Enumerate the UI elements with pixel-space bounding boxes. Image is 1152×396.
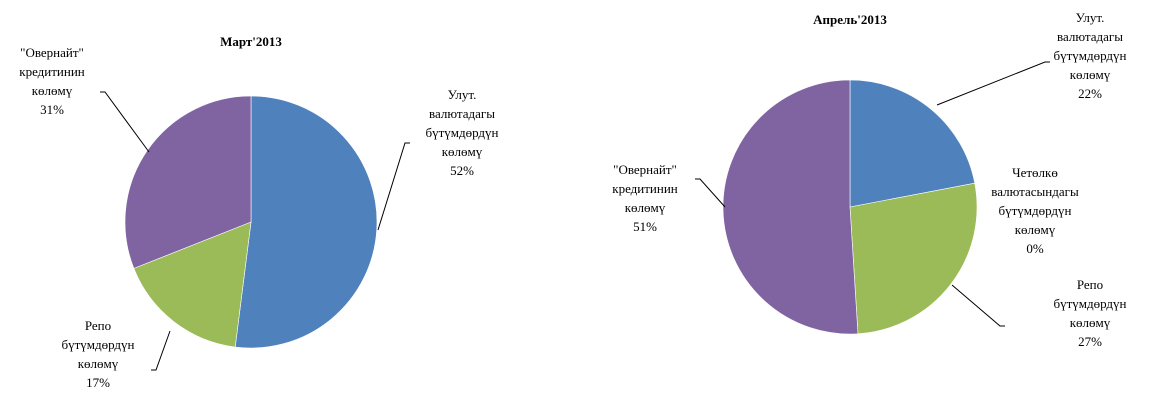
slice-label: Репо бүтүмдөрдүн көлөмү 27% [1053, 277, 1126, 349]
slice-percent: 22% [1078, 86, 1102, 101]
slice-percent: 27% [1078, 334, 1102, 349]
leader-line [100, 91, 150, 153]
slice-label: Улут. валютадагы бүтүмдөрдүн көлөмү 52% [425, 87, 498, 178]
pie-slice [124, 95, 252, 269]
slice-percent: 17% [86, 375, 110, 390]
slice-label: "Овернайт" кредитинин көлөмү 31% [19, 45, 85, 117]
slice-label: Четөлкө валютасындагы бүтүмдөрдүн көлөмү 0% [991, 165, 1079, 256]
slice-label: Репо бүтүмдөрдүн көлөмү 17% [61, 318, 134, 390]
leader-line [151, 330, 171, 371]
pie-chart-1: Март'2013 Улут. валютадагы бүтүмдөрдүн көлөм… [19, 34, 498, 390]
leader-line [377, 142, 410, 231]
slice-percent: 0% [1026, 241, 1044, 256]
pie-chart-2: Апрель'2013 Улут. валютадагы бүтүмдөрдүн көл… [612, 10, 1126, 349]
leader-line [936, 61, 1050, 106]
slice-label: Улут. валютадагы бүтүмдөрдүн көлөмү 22% [1053, 10, 1126, 101]
slice-percent: 52% [450, 163, 474, 178]
chart-title: Март'2013 [220, 34, 282, 49]
slice-label: "Овернайт" кредитинин көлөмү 51% [612, 162, 678, 234]
leader-line [695, 178, 726, 208]
slice-percent: 31% [40, 102, 64, 117]
leader-line [951, 284, 1005, 327]
pie-slice [722, 79, 859, 335]
pie-slice [849, 79, 976, 208]
pie-slice [133, 221, 252, 348]
chart-title: Апрель'2013 [813, 12, 887, 27]
pie-slice [849, 182, 978, 335]
pie-slice [234, 95, 378, 349]
slice-percent: 51% [633, 219, 657, 234]
